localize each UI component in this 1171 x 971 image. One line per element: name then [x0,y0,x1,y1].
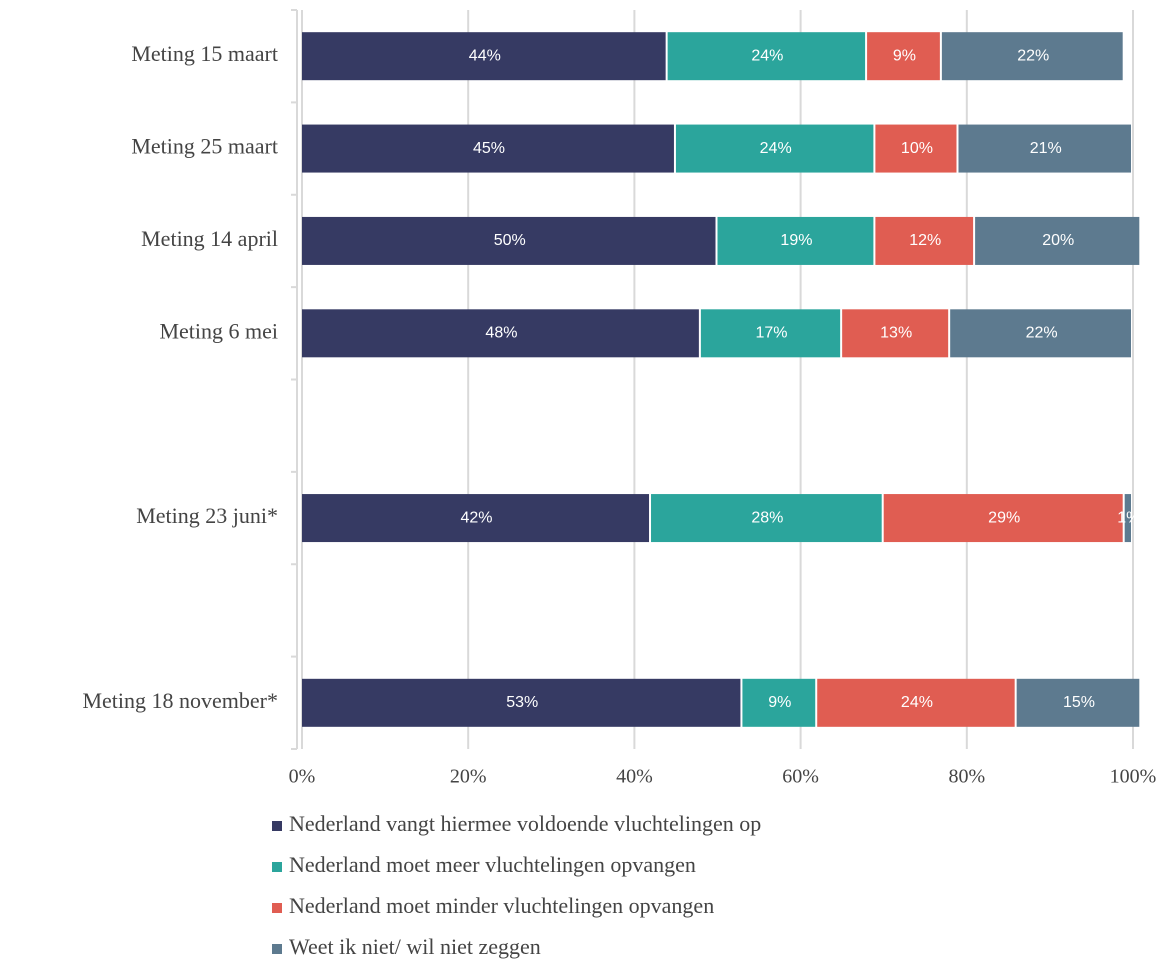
category-label: Meting 14 april [141,226,278,251]
data-label: 24% [751,47,783,64]
category-label: Meting 23 juni* [136,503,278,528]
bar-segment [302,32,666,81]
data-label: 28% [751,509,783,526]
data-label: 50% [494,232,526,249]
bar-segment [941,32,1123,81]
bar-segment [302,309,699,358]
bar-segment [867,32,940,81]
category-label: Meting 25 maart [131,134,278,159]
data-label: 1% [1117,509,1140,526]
data-label: 53% [506,694,538,711]
bar-segment [842,309,949,358]
bar-segment [700,309,841,358]
data-label: 19% [780,232,812,249]
x-tick-label: 20% [450,766,487,788]
bar-segment [667,32,866,81]
data-label: 13% [880,325,912,342]
legend-marker [272,903,282,913]
bar-segment [1124,494,1131,543]
data-label: 29% [988,509,1020,526]
bar-segment [302,678,741,727]
bar-segment [950,309,1131,358]
category-label: Meting 18 november* [82,688,278,713]
bar-segment [958,124,1131,173]
data-label: 9% [768,694,791,711]
bar-segment [975,216,1140,265]
legend-label: Nederland moet meer vluchtelingen opvang… [289,852,696,877]
category-label: Meting 15 maart [131,41,278,66]
data-label: 24% [760,140,792,157]
data-label: 17% [755,325,787,342]
bar-segment [883,494,1123,543]
legend-label: Weet ik niet/ wil niet zeggen [289,934,541,959]
data-label: 48% [485,325,517,342]
bar-segment [875,124,957,173]
legend-marker [272,862,282,872]
data-label: 24% [901,694,933,711]
x-tick-label: 0% [289,766,316,788]
bar-segment [302,124,674,173]
data-label: 15% [1063,694,1095,711]
data-label: 44% [469,47,501,64]
bar-segment [742,678,816,727]
legend-label: Nederland moet minder vluchtelingen opva… [289,893,714,918]
data-label: 22% [1026,325,1058,342]
data-label: 45% [473,140,505,157]
bar-segment [651,494,882,543]
data-label: 12% [909,232,941,249]
data-label: 9% [893,47,916,64]
data-label: 42% [460,509,492,526]
bar-segment [717,216,874,265]
x-tick-label: 100% [1110,766,1157,788]
data-label: 20% [1042,232,1074,249]
bar-segment [1016,678,1140,727]
legend-marker [272,821,282,831]
category-label: Meting 6 mei [159,318,278,343]
legend-marker [272,944,282,954]
bar-segment [817,678,1015,727]
bar-segment [675,124,874,173]
bar-segment [302,216,716,265]
data-label: 10% [901,140,933,157]
data-label: 22% [1017,47,1049,64]
x-tick-label: 80% [948,766,985,788]
x-tick-label: 40% [616,766,653,788]
x-tick-label: 60% [782,766,819,788]
data-label: 21% [1030,140,1062,157]
bar-segment [875,216,974,265]
legend-label: Nederland vangt hiermee voldoende vlucht… [289,811,761,836]
bar-segment [302,494,650,543]
